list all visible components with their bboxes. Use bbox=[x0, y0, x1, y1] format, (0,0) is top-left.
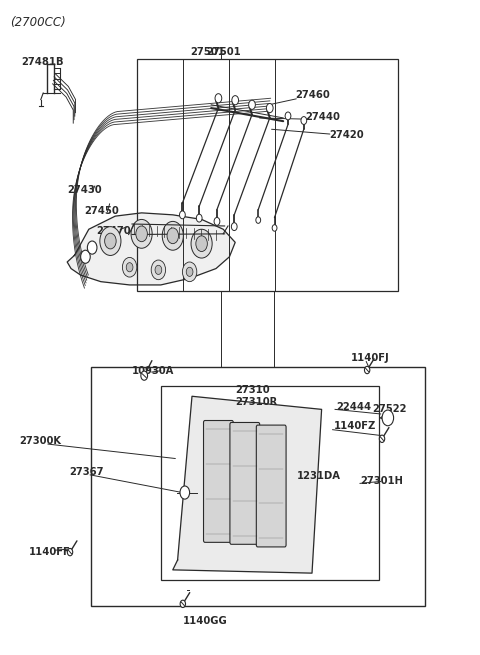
Circle shape bbox=[167, 228, 179, 244]
Text: 27470: 27470 bbox=[96, 225, 131, 236]
FancyBboxPatch shape bbox=[204, 421, 233, 542]
Text: 27310
27310R: 27310 27310R bbox=[235, 385, 277, 407]
Circle shape bbox=[196, 214, 202, 222]
Circle shape bbox=[162, 221, 183, 250]
Polygon shape bbox=[67, 213, 235, 285]
Text: 1140GG: 1140GG bbox=[182, 616, 227, 626]
Circle shape bbox=[256, 217, 261, 223]
Bar bbox=[137, 59, 398, 291]
Circle shape bbox=[215, 94, 222, 103]
Circle shape bbox=[379, 435, 384, 443]
Text: 10930A: 10930A bbox=[132, 365, 174, 376]
Text: 27300K: 27300K bbox=[19, 436, 61, 447]
Circle shape bbox=[249, 100, 255, 109]
Text: 27460: 27460 bbox=[295, 90, 330, 100]
Circle shape bbox=[151, 260, 166, 280]
Circle shape bbox=[87, 241, 97, 254]
Circle shape bbox=[180, 600, 185, 608]
Text: 1140FJ: 1140FJ bbox=[350, 353, 389, 364]
Circle shape bbox=[180, 486, 190, 499]
Circle shape bbox=[231, 223, 237, 231]
Polygon shape bbox=[173, 396, 322, 573]
Circle shape bbox=[105, 233, 116, 249]
Circle shape bbox=[196, 236, 207, 252]
Bar bbox=[91, 367, 425, 606]
Text: (2700CC): (2700CC) bbox=[10, 16, 65, 29]
Circle shape bbox=[155, 265, 162, 274]
Circle shape bbox=[301, 117, 307, 124]
Circle shape bbox=[186, 267, 193, 276]
Text: 22444: 22444 bbox=[336, 402, 371, 413]
Circle shape bbox=[141, 371, 147, 381]
Text: 27440: 27440 bbox=[305, 111, 340, 122]
Circle shape bbox=[180, 211, 185, 219]
Bar bbox=[161, 386, 379, 580]
Text: 27367: 27367 bbox=[70, 467, 104, 477]
Circle shape bbox=[191, 229, 212, 258]
Text: 27310
27310L: 27310 27310L bbox=[235, 506, 276, 529]
Text: 27522: 27522 bbox=[372, 404, 407, 415]
Circle shape bbox=[266, 103, 273, 113]
Text: 27430: 27430 bbox=[67, 185, 102, 195]
Circle shape bbox=[100, 227, 121, 255]
Circle shape bbox=[285, 112, 291, 120]
Circle shape bbox=[232, 96, 239, 105]
Text: 27481B: 27481B bbox=[22, 56, 64, 67]
Text: 27501: 27501 bbox=[190, 47, 225, 57]
Circle shape bbox=[67, 548, 72, 556]
Circle shape bbox=[122, 257, 137, 277]
Circle shape bbox=[382, 410, 394, 426]
Circle shape bbox=[364, 366, 370, 374]
Circle shape bbox=[214, 217, 220, 225]
Text: 27301H: 27301H bbox=[360, 476, 403, 487]
Circle shape bbox=[272, 225, 277, 231]
Circle shape bbox=[136, 226, 147, 242]
Text: 27420: 27420 bbox=[329, 130, 363, 140]
FancyBboxPatch shape bbox=[230, 422, 260, 544]
FancyBboxPatch shape bbox=[256, 425, 286, 547]
Text: 27450: 27450 bbox=[84, 206, 119, 216]
Text: 27501: 27501 bbox=[206, 47, 241, 57]
Circle shape bbox=[182, 262, 197, 282]
Text: 1231DA: 1231DA bbox=[297, 471, 341, 481]
Circle shape bbox=[126, 263, 133, 272]
Circle shape bbox=[131, 219, 152, 248]
Circle shape bbox=[81, 250, 90, 263]
Text: 27310
27310C: 27310 27310C bbox=[235, 466, 277, 488]
Text: 1140FF: 1140FF bbox=[29, 546, 71, 557]
Text: 1140FZ: 1140FZ bbox=[334, 421, 376, 431]
